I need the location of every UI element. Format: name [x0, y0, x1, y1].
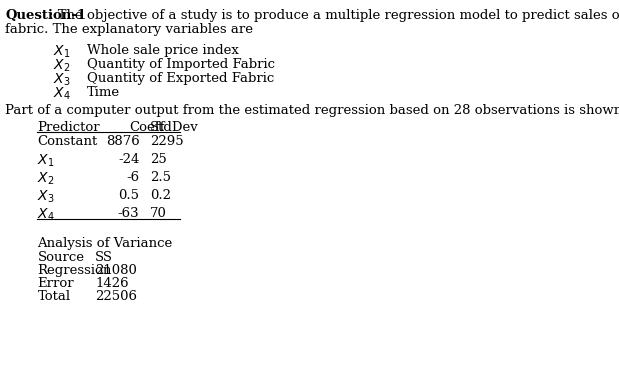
Text: $X_3$: $X_3$ [37, 189, 55, 205]
Text: StdDev: StdDev [150, 121, 199, 134]
Text: Constant: Constant [37, 135, 98, 148]
Text: -6: -6 [126, 171, 139, 184]
Text: Question-1: Question-1 [6, 9, 87, 22]
Text: 70: 70 [150, 207, 167, 220]
Text: fabric. The explanatory variables are: fabric. The explanatory variables are [6, 23, 253, 36]
Text: 25: 25 [150, 153, 167, 166]
Text: : The objective of a study is to produce a multiple regression model to predict : : The objective of a study is to produce… [49, 9, 619, 22]
Text: 2.5: 2.5 [150, 171, 171, 184]
Text: 0.5: 0.5 [118, 189, 139, 202]
Text: SS: SS [95, 251, 113, 264]
Text: Source: Source [37, 251, 84, 264]
Text: 21080: 21080 [95, 264, 137, 277]
Text: Regression: Regression [37, 264, 112, 277]
Text: Error: Error [37, 277, 74, 290]
Text: Time: Time [87, 86, 120, 99]
Text: Part of a computer output from the estimated regression based on 28 observations: Part of a computer output from the estim… [6, 104, 619, 117]
Text: $X_3$: $X_3$ [53, 72, 71, 88]
Text: $X_1$: $X_1$ [53, 44, 71, 61]
Text: Predictor: Predictor [37, 121, 100, 134]
Text: $X_4$: $X_4$ [37, 207, 55, 223]
Text: 2295: 2295 [150, 135, 183, 148]
Text: Whole sale price index: Whole sale price index [87, 44, 239, 57]
Text: $X_2$: $X_2$ [53, 58, 71, 74]
Text: 1426: 1426 [95, 277, 129, 290]
Text: Quantity of Imported Fabric: Quantity of Imported Fabric [87, 58, 275, 71]
Text: -63: -63 [118, 207, 139, 220]
Text: Analysis of Variance: Analysis of Variance [37, 237, 173, 250]
Text: 8876: 8876 [106, 135, 139, 148]
Text: 22506: 22506 [95, 290, 137, 303]
Text: -24: -24 [118, 153, 139, 166]
Text: Total: Total [37, 290, 71, 303]
Text: 0.2: 0.2 [150, 189, 171, 202]
Text: Coeff: Coeff [129, 121, 165, 134]
Text: Quantity of Exported Fabric: Quantity of Exported Fabric [87, 72, 274, 85]
Text: $X_4$: $X_4$ [53, 86, 71, 102]
Text: $X_1$: $X_1$ [37, 153, 54, 170]
Text: $X_2$: $X_2$ [37, 171, 54, 187]
